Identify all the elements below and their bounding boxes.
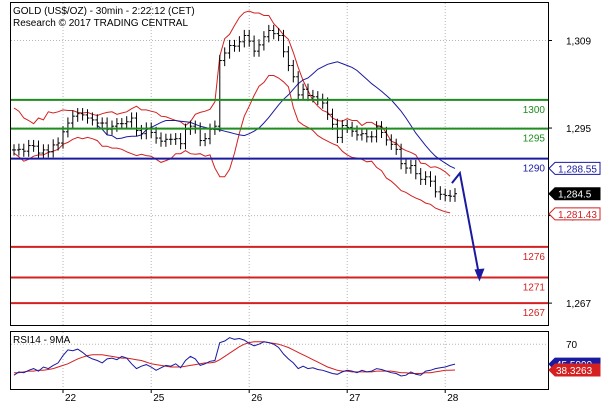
upper-band bbox=[13, 10, 451, 177]
time-tick-label: 27 bbox=[349, 393, 361, 404]
price-tick-label: 1,309 bbox=[566, 37, 591, 48]
time-tick-label: 26 bbox=[251, 393, 263, 404]
forecast-arrow-line bbox=[451, 170, 481, 278]
price-badges: 1,288.55 1,284.5 1,281.43 bbox=[548, 161, 601, 221]
rsi-series: 7045.599938.3263 bbox=[13, 337, 601, 377]
level-label-1300: 1300 bbox=[523, 105, 546, 116]
forecast-arrow bbox=[451, 170, 485, 282]
level-label-1271: 1271 bbox=[523, 282, 546, 293]
time-tick-label: 28 bbox=[447, 393, 459, 404]
rsi-ma-line bbox=[14, 341, 456, 374]
lower-band-value-label: 1,281.43 bbox=[558, 210, 597, 221]
forecast-arrow-head bbox=[474, 268, 485, 282]
rsi-tick-label: 70 bbox=[566, 340, 578, 351]
price-tick-label: 1,267 bbox=[566, 299, 591, 310]
level-label-1276: 1276 bbox=[523, 252, 546, 263]
ma-value-badge bbox=[548, 161, 601, 175]
time-tick-label: 25 bbox=[153, 393, 165, 404]
rsi-ma-value-label: 38.3263 bbox=[556, 366, 593, 377]
rsi-line bbox=[13, 337, 456, 377]
time-axis-ticks: 22 25 26 27 28 bbox=[62, 389, 459, 404]
rsi-ma-value-badge bbox=[548, 363, 601, 377]
lower-band-value-badge bbox=[548, 207, 601, 221]
ma-line bbox=[96, 61, 456, 169]
price-tick-label: 1,295 bbox=[566, 124, 591, 135]
chart-title: GOLD (US$/OZ) - 30min - 2:22:12 (CET) bbox=[13, 6, 195, 17]
level-label-1267: 1267 bbox=[523, 308, 546, 319]
current-price-badge bbox=[548, 187, 601, 201]
chart-subtitle: Research © 2017 TRADING CENTRAL bbox=[13, 18, 188, 29]
rsi-panel-frame bbox=[10, 331, 549, 390]
lower-band bbox=[13, 75, 451, 214]
moving-average bbox=[96, 61, 456, 169]
current-price-label: 1,284.5 bbox=[558, 190, 592, 201]
time-tick-label: 22 bbox=[65, 393, 77, 404]
ma-value-label: 1,288.55 bbox=[558, 164, 597, 175]
level-label-1295: 1295 bbox=[523, 134, 546, 145]
rsi-panel-title: RSI14 - 9MA bbox=[13, 335, 71, 346]
price-levels: 1300 1295 1290 1276 1271 1267 bbox=[11, 98, 548, 319]
bollinger-bands bbox=[13, 10, 451, 214]
level-label-1290: 1290 bbox=[523, 164, 546, 175]
price-panel-frame bbox=[10, 2, 549, 326]
